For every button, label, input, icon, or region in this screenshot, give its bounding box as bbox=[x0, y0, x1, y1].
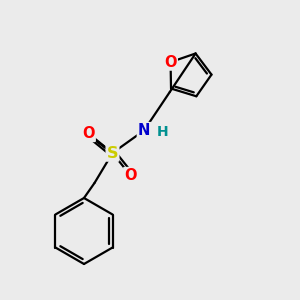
Text: O: O bbox=[82, 126, 95, 141]
Text: H: H bbox=[157, 125, 168, 139]
Text: S: S bbox=[107, 146, 118, 160]
Text: O: O bbox=[164, 55, 177, 70]
Text: N: N bbox=[138, 123, 150, 138]
Text: O: O bbox=[124, 168, 137, 183]
